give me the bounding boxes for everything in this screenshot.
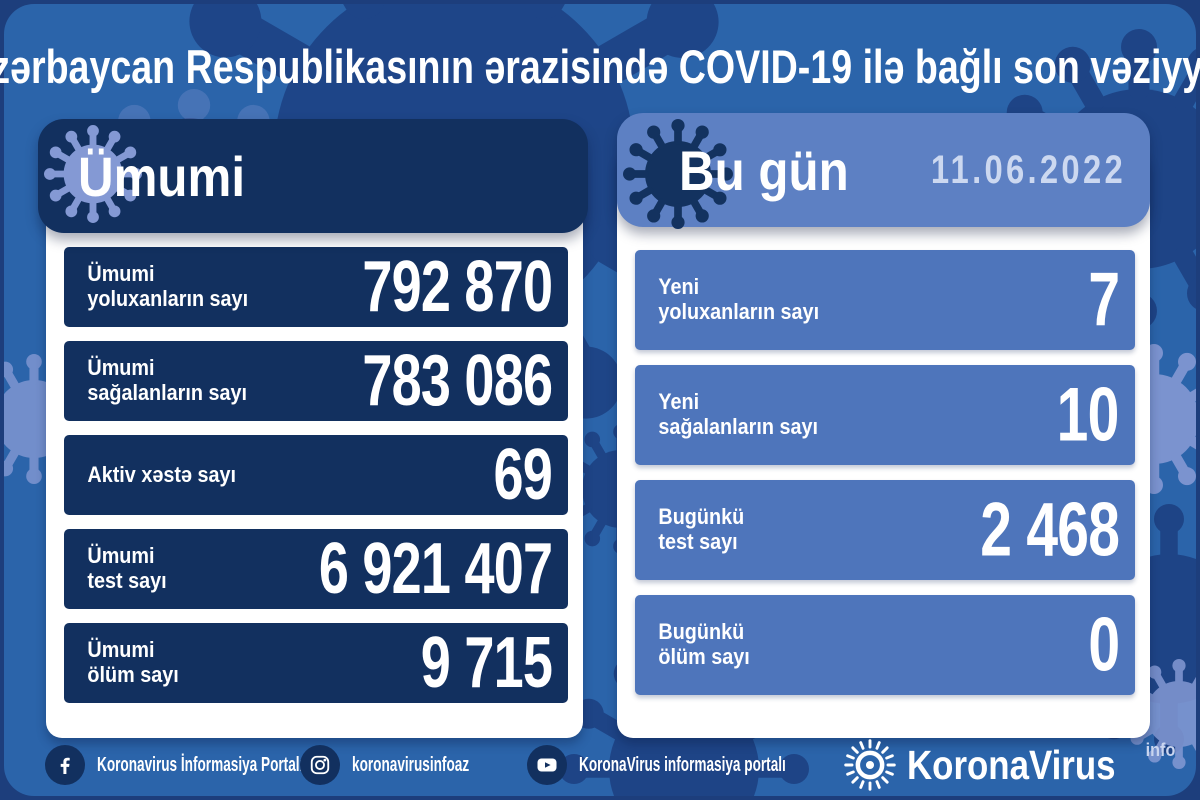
stat-value: 6 921 407	[318, 529, 553, 609]
page-title-text: Azərbaycan Respublikasının ərazisində CO…	[0, 39, 1200, 93]
report-date: 11.06.2022	[930, 147, 1126, 192]
facebook-label: Koronavirus İnformasiya Portalı	[97, 753, 304, 776]
instagram-link[interactable]: koronavirusinfoaz	[300, 736, 470, 794]
stat-label: Bugünkü test sayı	[658, 504, 745, 554]
stat-row-new-recovered: Yeni sağalanların sayı 10	[635, 365, 1135, 465]
youtube-icon	[527, 745, 567, 785]
stat-label: Ümumi yoluxanların sayı	[87, 261, 249, 311]
stat-row-active-cases: Aktiv xəstə sayı 69	[64, 435, 568, 515]
virus-logo-icon	[844, 739, 896, 791]
totals-panel-header: Ümumi	[38, 119, 588, 233]
totals-rows: Ümumi yoluxanların sayı 792 870 Ümumi sa…	[64, 247, 568, 703]
stat-label: Ümumi sağalanların sayı	[87, 355, 247, 405]
youtube-link[interactable]: KoronaVirus informasiya portalı	[527, 736, 786, 794]
stat-row-total-infected: Ümumi yoluxanların sayı 792 870	[64, 247, 568, 327]
stat-value: 69	[493, 435, 552, 515]
logo-text: KoronaVirus	[907, 741, 1116, 788]
youtube-label: KoronaVirus informasiya portalı	[579, 753, 786, 776]
stat-value: 792 870	[362, 247, 553, 327]
stat-label: Ümumi ölüm sayı	[87, 637, 179, 687]
instagram-label: koronavirusinfoaz	[352, 753, 470, 776]
stat-value: 10	[1057, 372, 1120, 458]
stat-value: 9 715	[420, 623, 553, 703]
stat-label: Bugünkü ölüm sayı	[658, 619, 750, 669]
footer: Koronavirus İnformasiya Portalı koronavi…	[45, 736, 1176, 794]
today-panel-title: Bu gün	[679, 138, 849, 202]
totals-card: Ümumi yoluxanların sayı 792 870 Ümumi sa…	[46, 150, 583, 738]
logo-superscript: info	[1145, 740, 1176, 760]
stat-value: 783 086	[362, 341, 553, 421]
instagram-icon	[300, 745, 340, 785]
stat-value: 7	[1088, 257, 1120, 343]
stat-row-new-infected: Yeni yoluxanların sayı 7	[635, 250, 1135, 350]
today-card: Yeni yoluxanların sayı 7 Yeni sağalanlar…	[617, 150, 1150, 738]
stat-value: 0	[1088, 602, 1120, 688]
page-title: Azərbaycan Respublikasının ərazisində CO…	[0, 30, 1200, 102]
stat-label: Aktiv xəstə sayı	[87, 461, 236, 487]
today-rows: Yeni yoluxanların sayı 7 Yeni sağalanlar…	[635, 250, 1135, 695]
stat-label: Ümumi test sayı	[87, 543, 167, 593]
totals-panel-title: Ümumi	[78, 144, 246, 208]
facebook-link[interactable]: Koronavirus İnformasiya Portalı	[45, 736, 304, 794]
stat-value: 2 468	[980, 487, 1120, 573]
stat-row-total-recovered: Ümumi sağalanların sayı 783 086	[64, 341, 568, 421]
stat-label: Yeni yoluxanların sayı	[658, 274, 820, 324]
stat-row-total-tests: Ümumi test sayı 6 921 407	[64, 529, 568, 609]
koronavirus-logo: KoronaVirus info	[843, 736, 1177, 794]
stat-row-today-tests: Bugünkü test sayı 2 468	[635, 480, 1135, 580]
stat-label: Yeni sağalanların sayı	[658, 389, 818, 439]
facebook-icon	[45, 745, 85, 785]
stat-row-today-deaths: Bugünkü ölüm sayı 0	[635, 595, 1135, 695]
stat-row-total-deaths: Ümumi ölüm sayı 9 715	[64, 623, 568, 703]
today-panel-header: Bu gün 11.06.2022	[617, 113, 1150, 227]
